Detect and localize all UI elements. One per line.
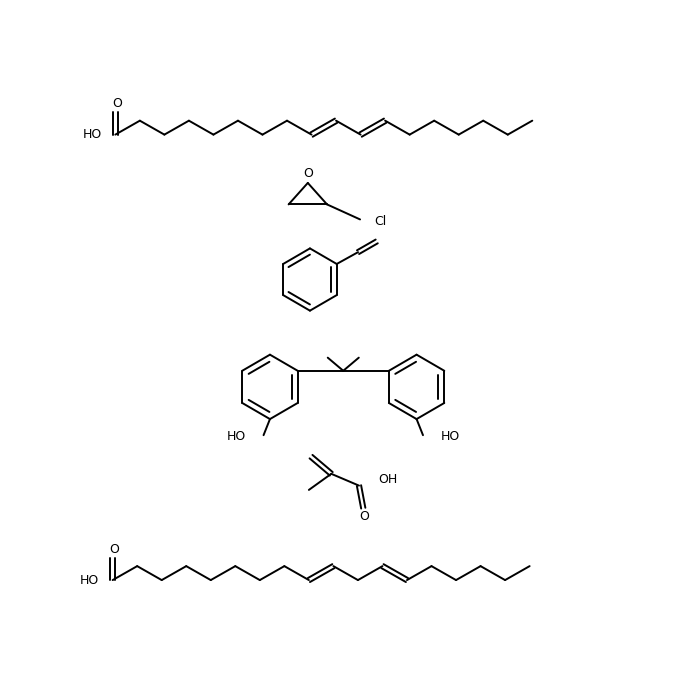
Text: HO: HO: [80, 574, 99, 587]
Text: O: O: [109, 543, 119, 556]
Text: OH: OH: [378, 473, 398, 486]
Text: HO: HO: [440, 430, 460, 443]
Text: HO: HO: [83, 128, 102, 141]
Text: Cl: Cl: [374, 215, 386, 228]
Text: HO: HO: [227, 430, 246, 443]
Text: O: O: [359, 510, 369, 523]
Text: O: O: [303, 167, 313, 180]
Text: O: O: [112, 97, 122, 110]
